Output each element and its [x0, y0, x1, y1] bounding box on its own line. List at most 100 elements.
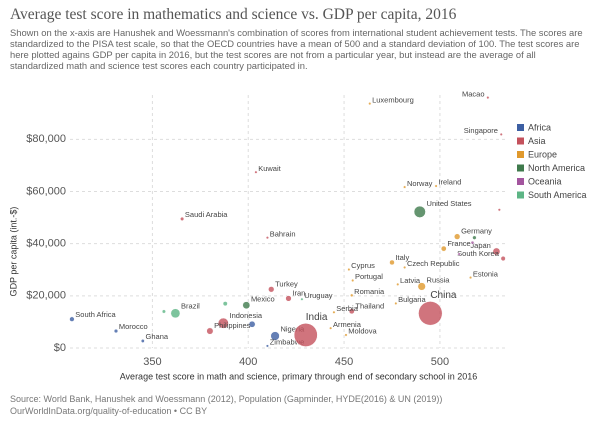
bubble [69, 316, 75, 322]
bubble [140, 339, 145, 343]
point-label: Moldova [348, 327, 377, 336]
point-label: Mexico [251, 295, 275, 304]
x-tick-label: 400 [239, 356, 257, 368]
bubble [348, 308, 355, 315]
legend-swatch [517, 164, 524, 172]
bubble [285, 295, 292, 302]
chart-subtitle: Shown on the x-axis are Hanushek and Woe… [10, 27, 583, 71]
bubble [180, 216, 185, 221]
bubble [265, 236, 269, 240]
bubble [113, 328, 119, 334]
bubble [344, 333, 348, 337]
point-label: Philippines [214, 321, 251, 330]
point-label: Iran [292, 289, 305, 298]
bubble [351, 278, 355, 282]
y-tick-label: $0 [54, 342, 66, 354]
legend-label: Africa [528, 122, 551, 132]
legend-swatch [517, 137, 524, 145]
bubble [217, 317, 229, 329]
bubble [486, 96, 490, 100]
point-label: Cyprus [351, 261, 375, 270]
legend-swatch [517, 151, 524, 158]
legend-label: Asia [528, 136, 546, 146]
bubble [396, 282, 400, 286]
note: OurWorldInData.org/quality-of-education … [10, 406, 208, 416]
bubble [394, 301, 398, 305]
legend-label: Oceania [528, 176, 562, 186]
bubble [265, 344, 269, 348]
point-label: India [306, 312, 328, 323]
y-tick-label: $20,000 [26, 290, 66, 302]
point-label: Latvia [400, 276, 421, 285]
bubble [417, 282, 426, 291]
point-label: Japan [470, 241, 490, 250]
bubble [403, 265, 407, 269]
x-tick-label: 500 [431, 356, 449, 368]
bubble [389, 259, 395, 266]
point-label: Brazil [181, 302, 200, 311]
bubble [469, 276, 473, 280]
bubble [499, 132, 503, 136]
point-label: United States [427, 199, 472, 208]
point-label: Morocco [119, 322, 148, 331]
bubble [470, 240, 475, 245]
point-label: South Korea [457, 249, 500, 258]
point-label: Zimbabwe [270, 338, 305, 347]
x-tick-label: 450 [335, 356, 353, 368]
bubble [293, 323, 318, 347]
legend-label: South America [528, 190, 587, 200]
point-label: Estonia [473, 269, 499, 278]
bubble [242, 301, 251, 310]
point-label: Serbia [336, 304, 359, 313]
point-label: Armenia [333, 320, 362, 329]
point-label: Romania [354, 287, 385, 296]
bubble [413, 205, 426, 218]
bubble [347, 267, 351, 272]
y-tick-label: $60,000 [26, 185, 66, 197]
bubble [368, 102, 372, 106]
legend-label: Europe [528, 149, 557, 159]
bubble [206, 327, 214, 335]
bubble [161, 309, 166, 314]
point-label: Nigeria [280, 325, 305, 334]
bubble [497, 208, 501, 212]
bubble [254, 170, 258, 174]
bubble [418, 301, 443, 326]
y-axis-label: GDP per capita (int.-$) [8, 207, 18, 297]
point-label: Macao [462, 89, 485, 98]
point-label: China [430, 290, 457, 301]
bubble [403, 185, 407, 189]
legend-label: North America [528, 163, 585, 173]
point-label: Ireland [438, 178, 461, 187]
point-label: Uruguay [304, 291, 333, 300]
chart-title: Average test score in mathematics and sc… [10, 6, 457, 23]
bubble [170, 308, 181, 319]
bubble [332, 310, 336, 314]
bubble [440, 245, 447, 252]
point-label: Russia [427, 276, 451, 285]
point-label: Turkey [275, 279, 298, 288]
point-label: Ghana [146, 332, 169, 341]
bubble [222, 301, 228, 307]
point-label: Thailand [355, 302, 384, 311]
legend-swatch [517, 191, 524, 199]
bubble [270, 331, 280, 341]
bubble [457, 252, 461, 256]
bubble [350, 293, 354, 297]
point-label: Portugal [355, 272, 383, 281]
bubble [492, 247, 501, 256]
point-label: Bulgaria [398, 295, 426, 304]
point-label: Luxembourg [372, 95, 414, 104]
point-label: France [447, 239, 470, 248]
x-axis-label: Average test score in math and science, … [120, 371, 478, 381]
y-tick-label: $40,000 [26, 238, 66, 250]
point-label: Italy [395, 253, 409, 262]
y-tick-label: $80,000 [26, 133, 66, 145]
point-label: Indonesia [230, 311, 263, 320]
legend-swatch [517, 178, 524, 185]
point-label: Germany [461, 227, 492, 236]
point-label: Singapore [464, 126, 498, 135]
point-label: Czech Republic [407, 259, 460, 268]
